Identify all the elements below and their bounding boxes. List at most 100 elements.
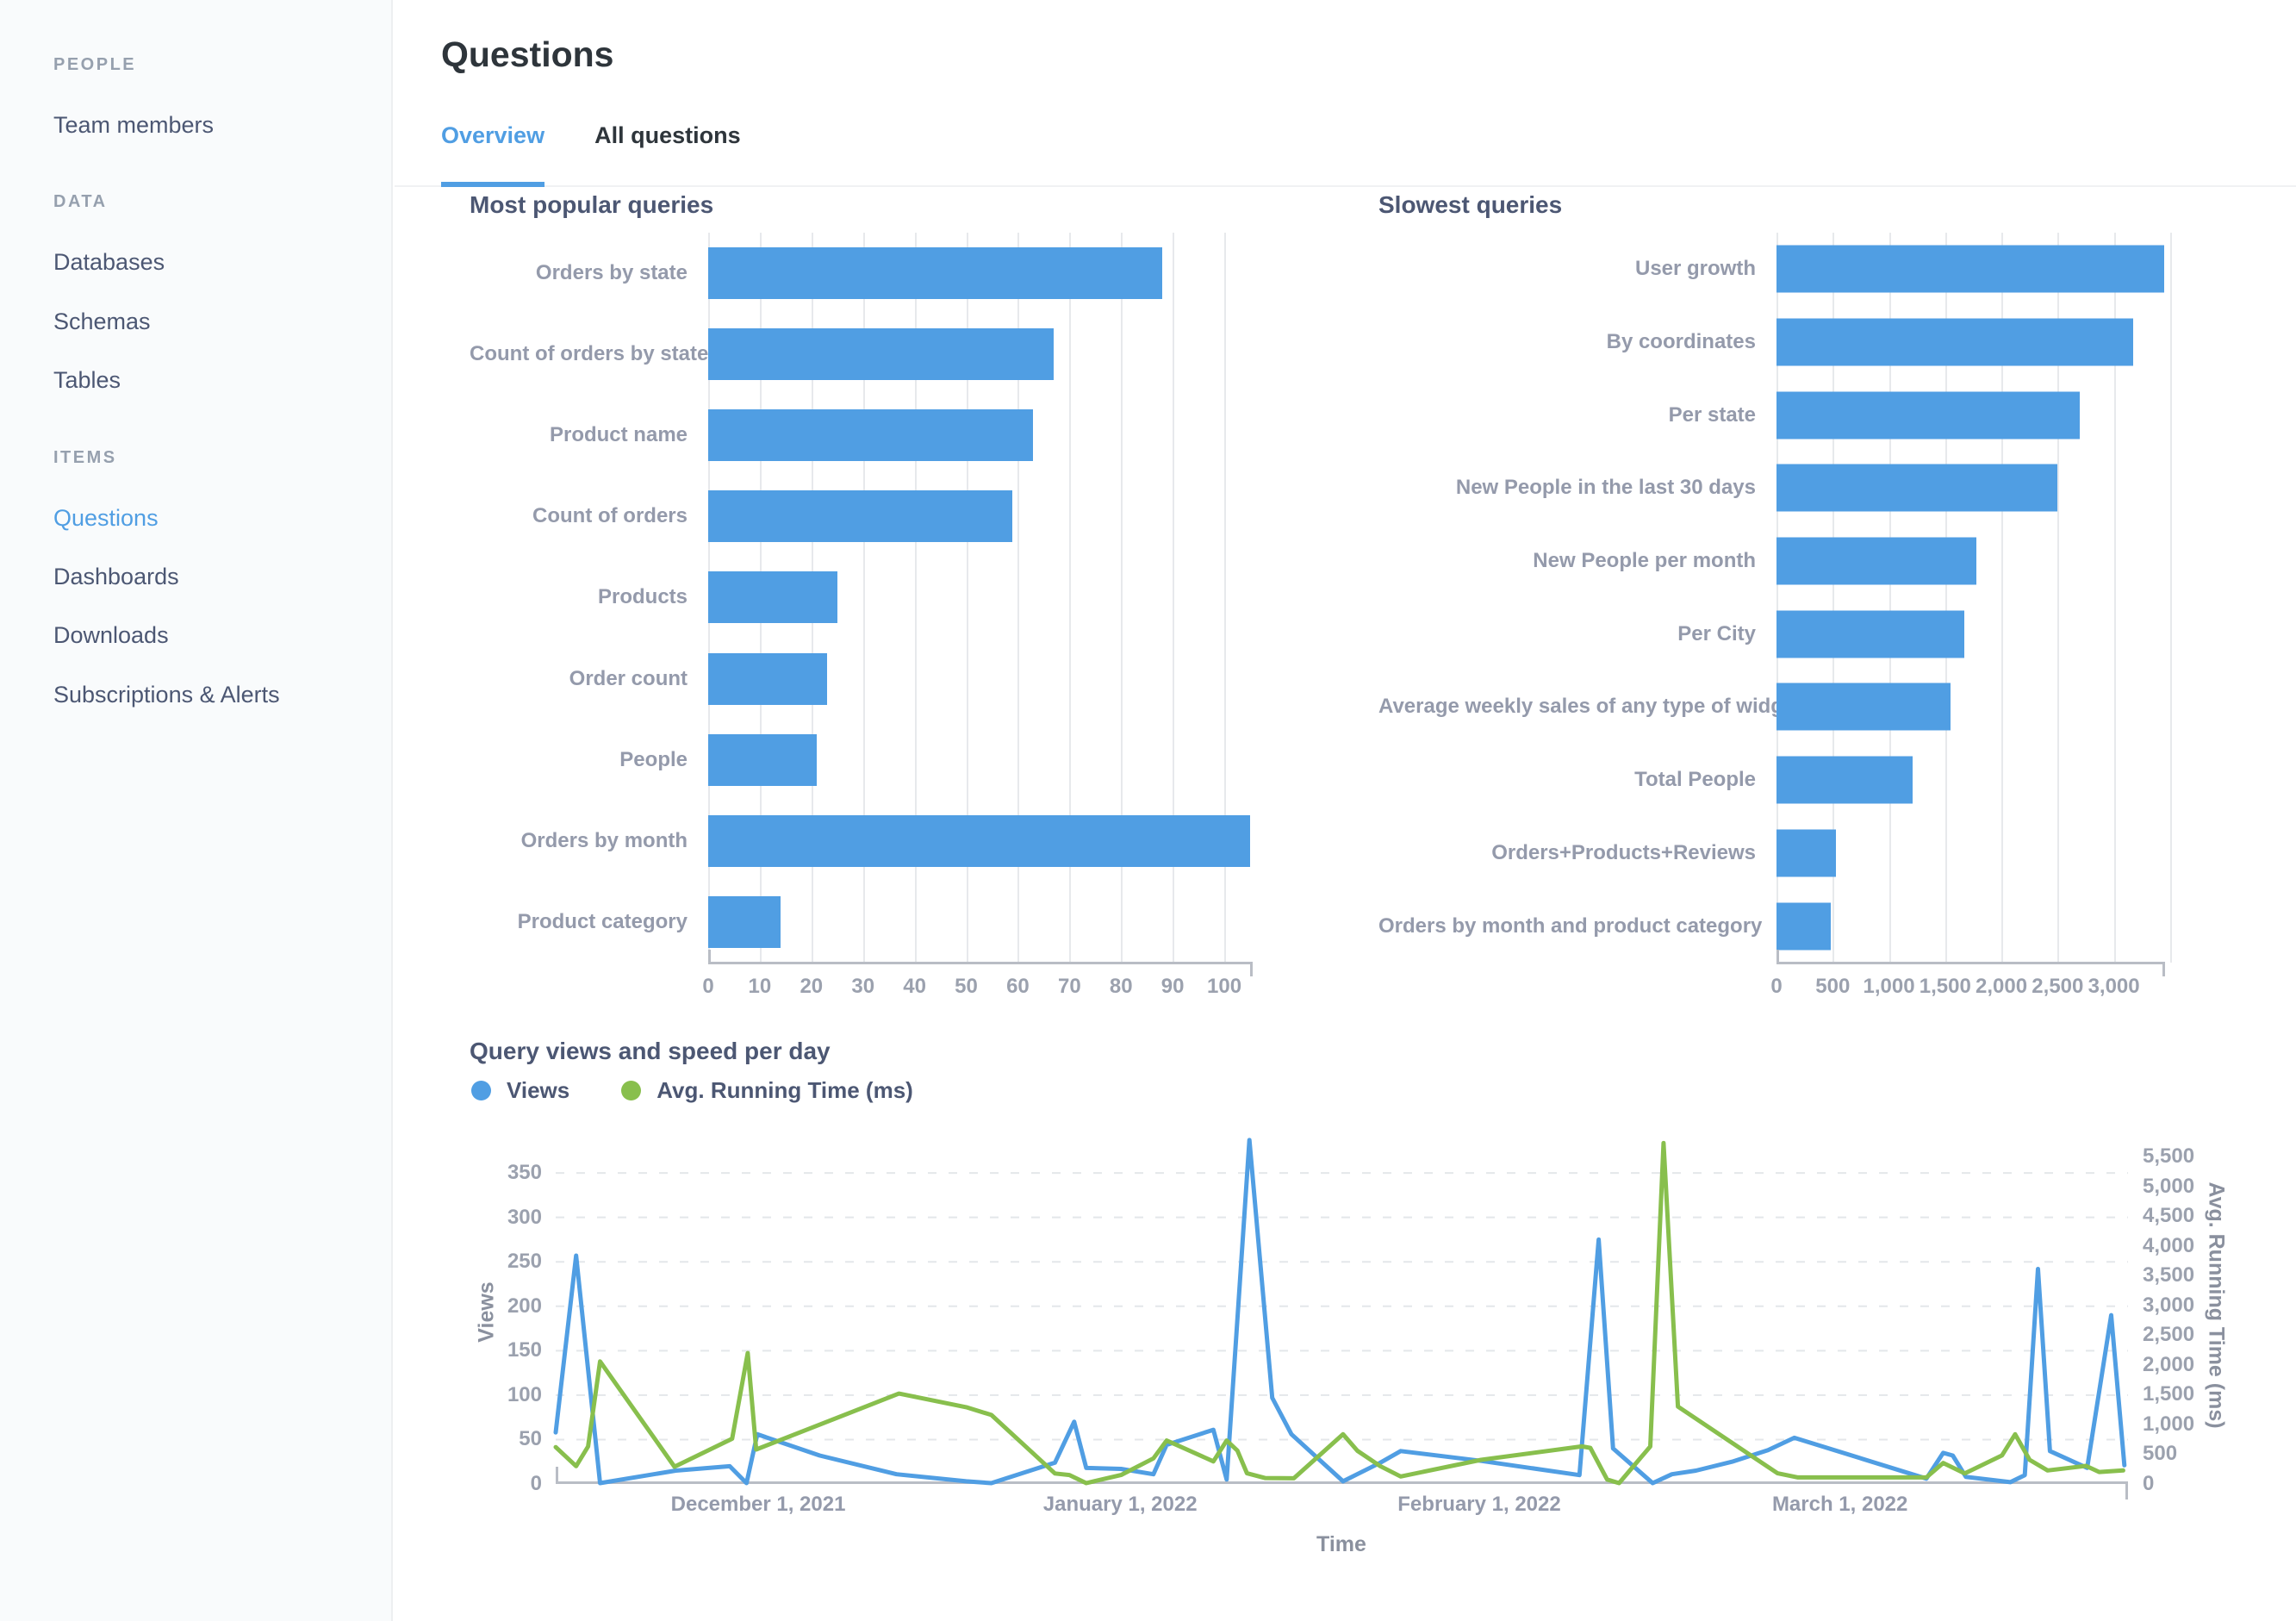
right-axis-tick-label: 3,000 <box>2143 1293 2195 1317</box>
legend-dot <box>471 1081 491 1100</box>
legend-item-views[interactable]: Views <box>471 1077 569 1104</box>
bar-track <box>708 395 1253 476</box>
gridline <box>1832 233 1835 963</box>
bar-track <box>1776 233 2165 306</box>
x-axis-tick-label: 40 <box>903 974 926 998</box>
bar-people[interactable] <box>708 733 817 786</box>
gridline <box>2001 233 2004 963</box>
x-axis-date-label: March 1, 2022 <box>1771 1493 1908 1516</box>
x-axis-tick-label: 90 <box>1160 974 1185 998</box>
bar-plot: 0 10 20 30 40 50 60 70 80 90 100 Orders by state Cou… <box>470 233 1253 1014</box>
bar-count-of-orders[interactable] <box>708 490 1013 543</box>
bar-track <box>708 557 1253 638</box>
bar-orders-products-reviews[interactable] <box>1776 829 1837 877</box>
sidebar-item-team-members[interactable]: Team members <box>53 112 215 138</box>
sidebar-item-tables[interactable]: Tables <box>53 367 121 394</box>
bar-product-name[interactable] <box>708 409 1034 462</box>
x-axis-date-label: January 1, 2022 <box>1042 1493 1198 1516</box>
x-axis-tick-label: 3,000 <box>2088 975 2140 998</box>
avg-running-time-ms-line[interactable] <box>553 1140 2125 1486</box>
sidebar-item-questions[interactable]: Questions <box>53 504 159 531</box>
bar-order-count[interactable] <box>708 652 827 705</box>
bar-category-label: Count of orders <box>532 504 688 528</box>
bar-row: Product category <box>470 882 1253 963</box>
bar-count-of-orders-by-state[interactable] <box>708 328 1055 381</box>
bar-track <box>1776 452 2165 525</box>
x-axis-tick-label: 30 <box>851 974 875 998</box>
bar-product-category[interactable] <box>708 895 781 948</box>
x-axis-tick-label: 0 <box>702 974 714 998</box>
slowest-queries-chart: Slowest queries 0 500 1,000 1,500 2,000 2,500… <box>1378 191 2172 1014</box>
tab-overview[interactable]: Overview <box>441 122 545 187</box>
sidebar-nav: PEOPLE Team members DATA Databases Schemas Ta… <box>0 0 391 708</box>
gridline <box>966 233 968 963</box>
right-axis-tick-label: 500 <box>2143 1442 2178 1466</box>
query-views-chart: Query views and speed per day Views Avg. … <box>470 1038 2296 1620</box>
gridline <box>862 233 865 963</box>
sidebar-item-subscriptions-alerts[interactable]: Subscriptions & Alerts <box>53 681 280 708</box>
bar-per-state[interactable] <box>1776 391 2081 440</box>
bar-plot: 0 500 1,000 1,500 2,000 2,500 3,000 User growth… <box>1378 233 2172 1014</box>
bar-row: By coordinates <box>1378 306 2165 379</box>
tab-all-questions[interactable]: All questions <box>594 122 741 148</box>
bar-orders-by-month-and-product-category[interactable] <box>1776 902 1831 951</box>
bar-new-people-in-the-last-30-days[interactable] <box>1776 464 2058 512</box>
bar-orders-by-month[interactable] <box>708 814 1250 867</box>
sidebar-item-downloads[interactable]: Downloads <box>53 622 169 649</box>
legend-label: Views <box>507 1077 570 1103</box>
bar-row: New People per month <box>1378 525 2165 598</box>
bar-user-growth[interactable] <box>1776 245 2165 293</box>
views-line[interactable] <box>553 1138 2127 1486</box>
axis-end-tick <box>1250 963 1253 976</box>
x-axis-tick-label: 1,000 <box>1863 975 1915 998</box>
bar-row: Orders by month and product category <box>1378 889 2165 963</box>
axis-end-tick <box>1776 950 1779 963</box>
bar-track <box>708 882 1253 963</box>
axis-end-tick <box>708 949 711 963</box>
bar-track <box>1776 306 2165 379</box>
bar-total-people[interactable] <box>1776 756 1913 804</box>
gridline <box>2057 233 2060 963</box>
bar-category-label: New People per month <box>1533 549 1756 573</box>
bar-average-weekly-sales-of-any-type-of-widget[interactable] <box>1776 683 1951 731</box>
bar-orders-by-state[interactable] <box>708 247 1163 300</box>
bar-track <box>708 314 1253 395</box>
bar-category-label: Count of orders by state <box>470 342 709 366</box>
legend-dot <box>621 1081 642 1100</box>
nav-section-data: DATA Databases Schemas Tables <box>53 192 365 394</box>
left-axis-tick-label: 150 <box>507 1338 542 1362</box>
axis-end-tick <box>2162 963 2165 976</box>
bar-by-coordinates[interactable] <box>1776 318 2133 366</box>
bar-track <box>708 638 1253 719</box>
sidebar-item-dashboards[interactable]: Dashboards <box>53 563 179 589</box>
left-axis-tick-label: 300 <box>507 1205 542 1229</box>
most-popular-queries-chart: Most popular queries 0 10 20 30 40 50 60 70 80 90… <box>470 191 1253 1014</box>
x-axis-tick-label: 80 <box>1109 974 1133 998</box>
chart-title: Slowest queries <box>1378 191 1563 218</box>
nav-section-heading: DATA <box>53 192 108 212</box>
line-chart-canvas <box>553 1138 2128 1499</box>
bar-category-label: Orders by month <box>520 828 688 852</box>
x-axis-date-label: December 1, 2021 <box>670 1493 846 1516</box>
sidebar-item-databases[interactable]: Databases <box>53 249 165 276</box>
bar-category-label: Per City <box>1677 621 1756 645</box>
bar-category-label: By coordinates <box>1606 330 1756 354</box>
gridline <box>1173 233 1175 963</box>
bar-track <box>1776 597 2165 670</box>
x-axis-tick-label: 100 <box>1207 974 1242 998</box>
bar-category-label: People <box>619 747 688 771</box>
bar-row: User growth <box>1378 233 2165 306</box>
left-axis-tick-label: 250 <box>507 1250 542 1274</box>
legend-item-avg-running-time-ms[interactable]: Avg. Running Time (ms) <box>621 1077 913 1104</box>
x-axis-tick-label: 60 <box>1006 974 1030 998</box>
sidebar-item-schemas[interactable]: Schemas <box>53 308 151 334</box>
bar-row: Order count <box>470 638 1253 719</box>
bar-products[interactable] <box>708 571 837 624</box>
bar-row: Products <box>470 557 1253 638</box>
x-axis-tick-label: 1,500 <box>1919 975 1971 998</box>
bar-new-people-per-month[interactable] <box>1776 537 1977 585</box>
bar-per-city[interactable] <box>1776 610 1964 658</box>
tabs: Overview All questions <box>441 122 2296 187</box>
bar-category-label: Orders by month and product category <box>1378 913 1763 938</box>
